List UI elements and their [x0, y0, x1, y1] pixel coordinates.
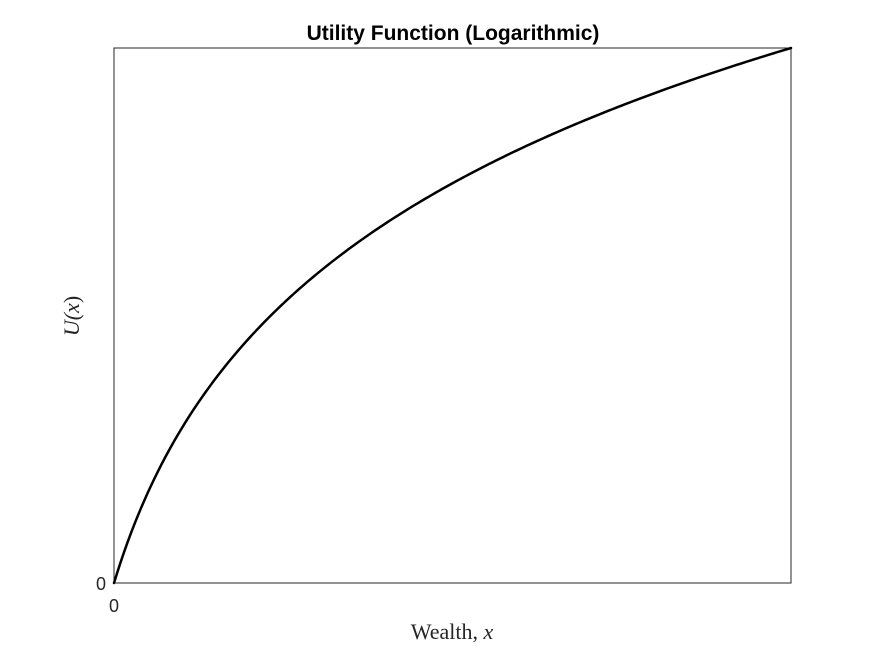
- tick-labels: 00: [96, 574, 119, 616]
- x-axis-label-variable: x: [483, 619, 494, 644]
- plot-area: [113, 47, 792, 584]
- y-axis-label: U(x): [59, 296, 84, 336]
- chart-title: Utility Function (Logarithmic): [307, 22, 600, 45]
- y-axis-label-close: ): [59, 296, 84, 303]
- x-tick-label: 0: [109, 596, 119, 616]
- y-tick-label: 0: [96, 574, 106, 594]
- utility-curve: [112, 46, 793, 585]
- y-axis-label-variable: x: [59, 303, 84, 314]
- x-axis-label-text: Wealth,: [411, 619, 484, 644]
- y-axis-label-func: U(: [59, 311, 84, 336]
- x-axis-label: Wealth, x: [411, 619, 494, 644]
